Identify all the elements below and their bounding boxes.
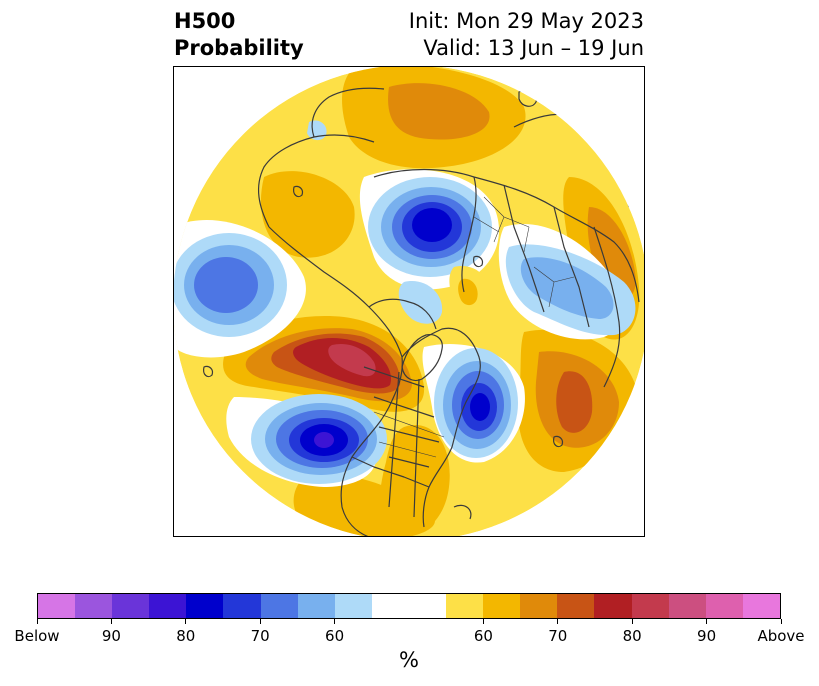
colorbar-cell-below-0: [38, 594, 76, 618]
colorbar-tick-mark: [110, 619, 112, 624]
colorbar-cell-above-7: [705, 594, 743, 618]
colorbar-unit: %: [399, 648, 419, 672]
colorbar-cell-above-3: [557, 594, 595, 618]
colorbar-cell-above-5: [631, 594, 669, 618]
below-region-north-pacific: [251, 394, 387, 484]
colorbar-tick-mark: [259, 619, 261, 624]
colorbar-tick-label: 80: [176, 627, 196, 645]
colorbar-cell-below-2: [112, 594, 150, 618]
above-region-west: [260, 171, 355, 258]
map-dates: Init: Mon 29 May 2023 Valid: 13 Jun – 19…: [409, 8, 644, 62]
colorbar-tick-mark: [334, 619, 336, 624]
probability-map: [173, 66, 645, 537]
below-region-pacific: [174, 233, 287, 337]
colorbar-tick-mark: [185, 619, 187, 624]
colorbar-cell-below-8: [334, 594, 372, 618]
below-region-atlantic: [434, 348, 518, 458]
colorbar-cell-below-3: [149, 594, 187, 618]
colorbar-tick-label: 60: [473, 627, 493, 645]
colorbar-tick-mark: [631, 619, 633, 624]
colorbar-tick-mark: [557, 619, 559, 624]
colorbar-tick-label: 70: [250, 627, 270, 645]
below-region-arctic: [368, 177, 492, 277]
colorbar-cell-above-4: [594, 594, 632, 618]
map-title: H500 Probability: [174, 8, 304, 62]
colorbar-cell-above-0: [446, 594, 484, 618]
colorbar-tick-mark: [36, 619, 38, 624]
colorbar-cell-below-6: [260, 594, 298, 618]
borders: [373, 196, 575, 458]
above-region-southeast-core: [556, 371, 593, 433]
colorbar-cell-below-1: [75, 594, 113, 618]
forecast-field: [174, 67, 644, 536]
colorbar-cell-above-1: [483, 594, 521, 618]
colorbar-cell-above-2: [520, 594, 558, 618]
colorbar-tick-label: Below: [14, 627, 60, 645]
below-region-siberia: [505, 244, 636, 336]
colorbar-tick-label: 90: [101, 627, 121, 645]
colorbar-tick-label: 80: [622, 627, 642, 645]
above-region-southwest: [293, 474, 435, 536]
colorbar-cell-below-4: [186, 594, 224, 618]
colorbar-cell-neutral: [371, 594, 447, 618]
below-region-greenland: [398, 281, 443, 324]
init-date: Init: Mon 29 May 2023: [408, 9, 644, 33]
colorbar: [37, 593, 781, 619]
above-region-canada-85: [328, 343, 376, 377]
colorbar-cell-above-6: [668, 594, 706, 618]
colorbar-tick-label: 70: [548, 627, 568, 645]
colorbar-tick-label: 60: [325, 627, 345, 645]
polar-map-svg: [174, 67, 644, 536]
above-region-north-core: [388, 83, 490, 140]
colorbar-cell-below-7: [297, 594, 335, 618]
valid-range: Valid: 13 Jun – 19 Jun: [423, 36, 644, 60]
colorbar-tick-label: 90: [697, 627, 717, 645]
colorbar-tick-mark: [706, 619, 708, 624]
colorbar-cell-below-5: [223, 594, 261, 618]
colorbar-tick-label: Above: [757, 627, 805, 645]
colorbar-cell-above-8: [742, 594, 780, 618]
colorbar-tick-mark: [780, 619, 782, 624]
title-line-2: Probability: [174, 36, 304, 60]
colorbar-tick-mark: [482, 619, 484, 624]
title-line-1: H500: [174, 9, 236, 33]
